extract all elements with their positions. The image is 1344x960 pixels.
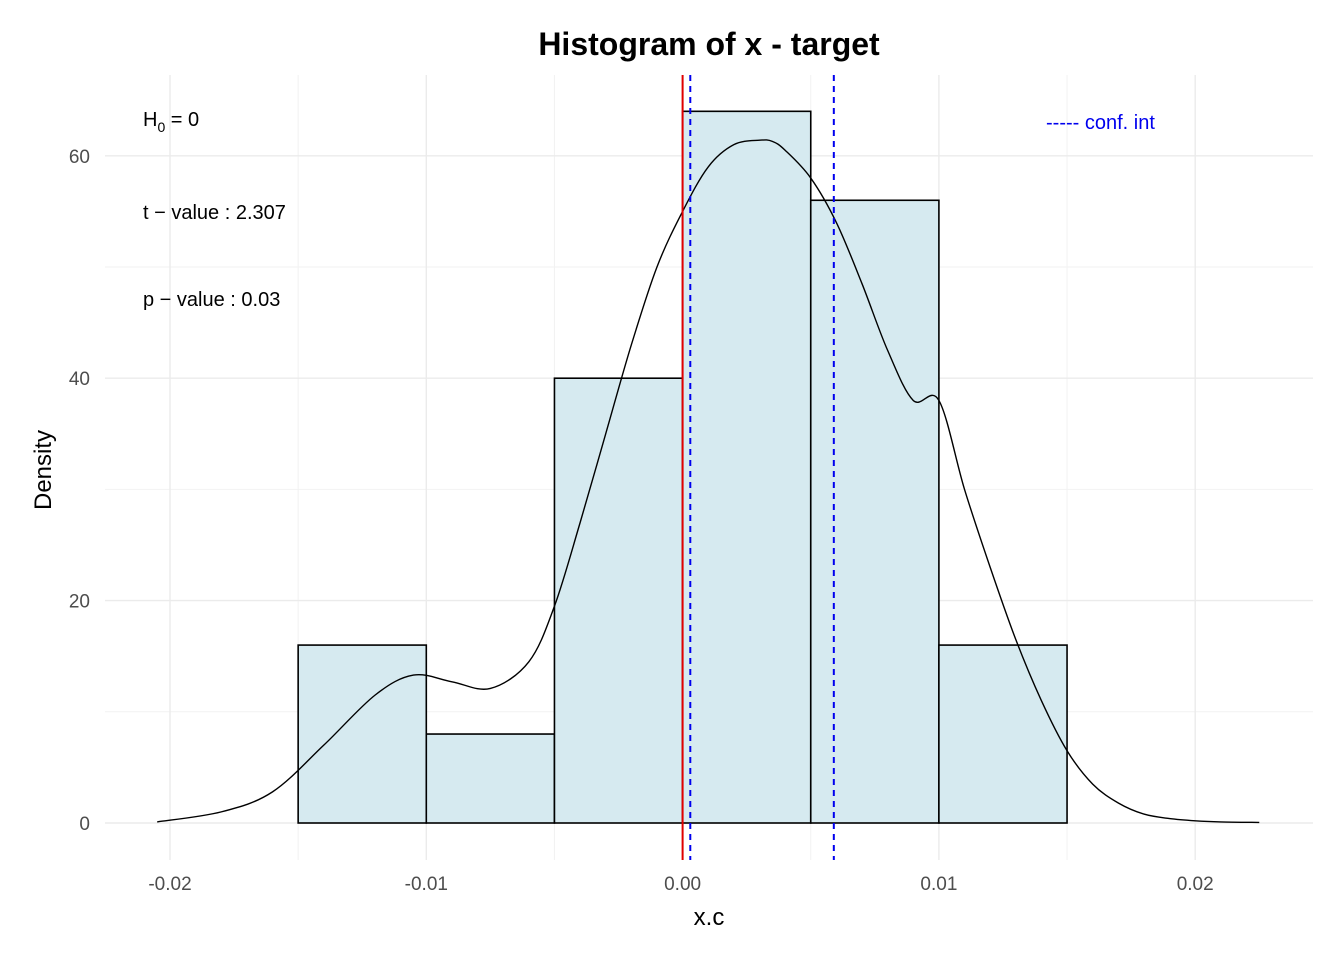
histogram-bar <box>425 733 556 824</box>
histogram-bar <box>297 644 428 824</box>
density-curve <box>157 139 1260 824</box>
density-curve-layer <box>157 139 1260 824</box>
reference-lines <box>681 75 835 860</box>
y-tick-label: 20 <box>69 592 90 613</box>
h0-annotation-value: = 0 <box>165 109 199 131</box>
x-axis-title: x.c <box>694 904 725 931</box>
x-tick-label: -0.01 <box>405 874 448 895</box>
histogram-bar <box>553 377 684 824</box>
x-tick-label: 0.01 <box>920 874 957 895</box>
histogram-bar <box>809 199 940 824</box>
h0-annotation-h: H <box>143 109 157 131</box>
p-value-annotation: p − value : 0.03 <box>143 289 280 311</box>
histogram-bar <box>938 644 1068 824</box>
chart-title: Histogram of x - target <box>538 26 880 62</box>
histogram-bars <box>297 110 1068 824</box>
legend-conf-int: ----- conf. int <box>1046 112 1155 134</box>
x-tick-label: 0.00 <box>664 874 701 895</box>
x-axis-ticks: -0.02 -0.01 0.00 0.01 0.02 <box>148 874 1213 895</box>
y-tick-label: 0 <box>79 814 90 835</box>
y-axis-ticks: 0 20 40 60 <box>69 147 90 835</box>
t-value-annotation: t − value : 2.307 <box>143 202 286 224</box>
y-axis-title: Density <box>30 430 57 510</box>
h0-annotation: H0 = 0 <box>143 109 199 135</box>
h0-annotation-sub: 0 <box>157 119 165 135</box>
y-tick-label: 40 <box>69 369 90 390</box>
x-tick-label: -0.02 <box>148 874 191 895</box>
x-tick-label: 0.02 <box>1177 874 1214 895</box>
y-tick-label: 60 <box>69 147 90 168</box>
histogram-bar <box>681 110 812 824</box>
